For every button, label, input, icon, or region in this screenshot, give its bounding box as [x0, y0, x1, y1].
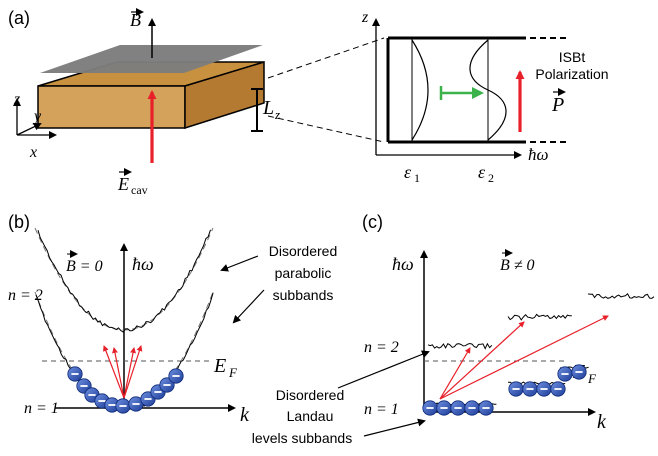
projection-line-top	[267, 37, 385, 79]
slab-front	[37, 85, 186, 129]
b-annot-arrow-lower	[232, 289, 265, 324]
b-ef-sub: F	[228, 365, 238, 380]
c-annot-line2: Landau	[287, 408, 334, 424]
axis-x-label: x	[29, 144, 37, 161]
b-k-label: k	[240, 404, 250, 426]
b-n1-label: n = 1	[24, 400, 59, 417]
b-annot-line1: Disordered	[269, 243, 337, 259]
landau-n2-seg3	[587, 292, 655, 299]
lz-sub: z	[274, 107, 280, 122]
panel-c-label: (c)	[362, 212, 383, 232]
c-k-label: k	[597, 411, 607, 433]
inset-z-label: z	[361, 9, 369, 26]
b-eq-label: B = 0	[66, 258, 103, 275]
c-annot-line3: levels subbands	[252, 430, 352, 446]
xyz-axes	[13, 98, 57, 139]
b-annot-line3: subbands	[273, 287, 334, 303]
c-annot-arrow-upper	[337, 350, 430, 389]
eps2-label: ε	[478, 162, 486, 182]
parabola-n2-dashed	[34, 227, 214, 331]
b-field-label: B	[130, 10, 141, 30]
panel-a-label: (a)	[8, 8, 30, 28]
c-hw-label: ħω	[392, 254, 414, 274]
c-annot-line1: Disordered	[276, 387, 344, 403]
c-electrons	[422, 364, 587, 416]
landau-n2-seg1	[427, 342, 493, 350]
b-hw-label: ħω	[132, 254, 154, 274]
b-annot-arrow-upper	[220, 255, 259, 272]
isbt-label: ISBt	[559, 49, 586, 65]
eps1-sub: 1	[414, 171, 420, 185]
c-ef-sub: F	[587, 371, 597, 386]
projection-line-bottom	[267, 115, 385, 143]
lz-bracket	[251, 88, 263, 132]
inset-diagram: z ħω ε 1 ε 2	[361, 9, 570, 185]
e-cav-label: E	[117, 174, 129, 194]
top-plate	[40, 45, 263, 73]
b-ef-label: E	[213, 355, 226, 377]
panel-b: (b) ħω k E F	[8, 212, 337, 426]
panel-b-label: (b)	[8, 212, 30, 232]
panel-a: (a) B E cav L z z y x	[8, 8, 609, 197]
e-cav-sub: cav	[131, 183, 148, 197]
eps1-label: ε	[404, 162, 412, 182]
landau-n2-seg2	[507, 313, 572, 321]
parabola-n2-disordered	[37, 229, 211, 333]
p-label: P	[551, 94, 564, 116]
c-annot-arrow-lower	[363, 418, 426, 437]
polarization-label: Polarization	[535, 66, 608, 82]
c-bneq-label: B ≠ 0	[500, 257, 535, 274]
c-n2-label: n = 2	[364, 339, 399, 356]
c-n1-label: n = 1	[364, 401, 399, 418]
inset-hw-label: ħω	[528, 145, 549, 164]
b-transitions	[102, 345, 143, 399]
b-n2-label: n = 2	[8, 287, 43, 304]
axis-y-label: y	[32, 108, 42, 125]
eps2-sub: 2	[488, 171, 494, 185]
slab-side	[184, 60, 265, 130]
axis-z-label: z	[13, 91, 21, 108]
lz-label: L	[262, 97, 274, 119]
b-annot-line2: parabolic	[275, 265, 332, 281]
panel-c: (c) ħω k B ≠ 0 E F	[252, 212, 655, 446]
c-transitions	[439, 315, 609, 400]
